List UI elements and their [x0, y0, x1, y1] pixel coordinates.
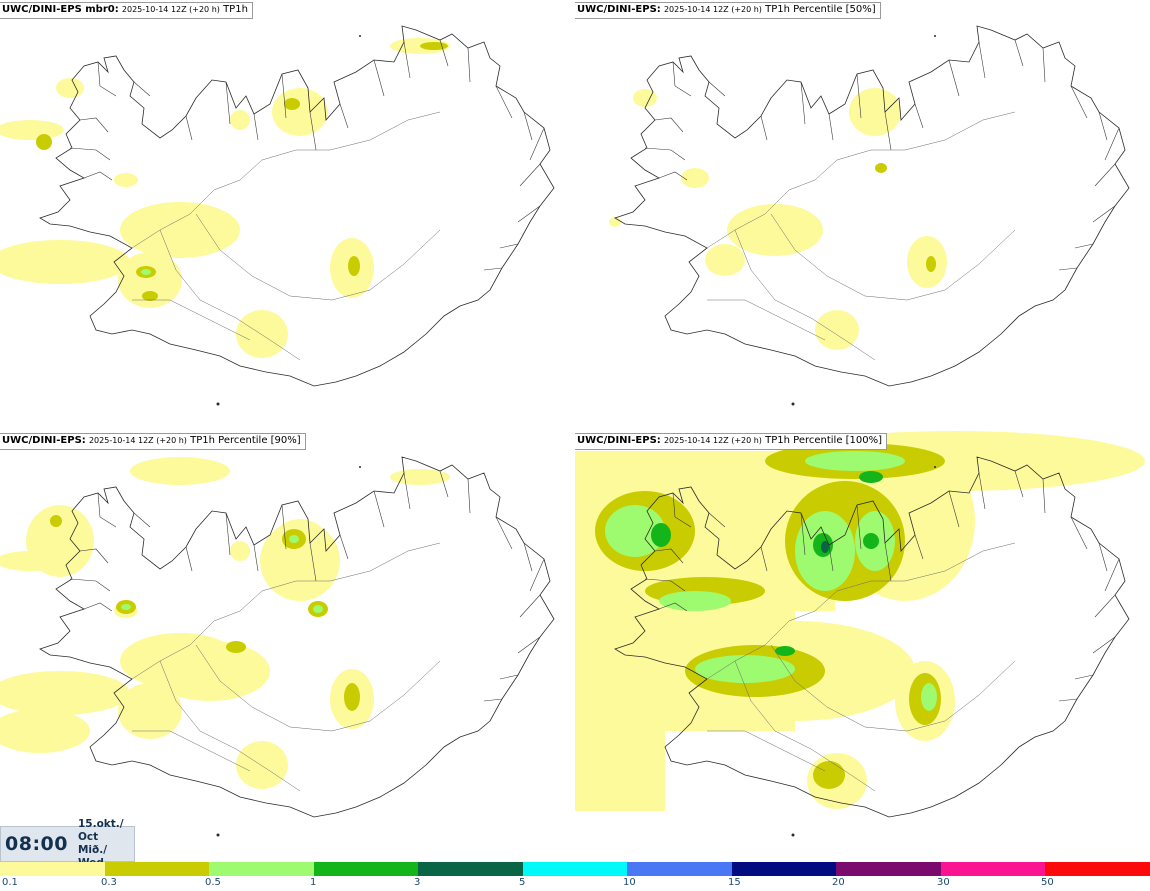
legend-label: 3	[414, 877, 421, 888]
run-time: 2025-10-14 12Z (+20 h)	[121, 5, 220, 14]
precipitation-map	[609, 25, 1130, 406]
legend-color-bar	[0, 862, 1150, 876]
run-time: 2025-10-14 12Z (+20 h)	[663, 436, 762, 445]
legend-swatch	[836, 862, 941, 876]
legend-label: 15	[728, 877, 741, 888]
map-panel-p50: UWC/DINI-EPS: 2025-10-14 12Z (+20 h) TP1…	[575, 0, 1150, 430]
precipitation-map	[0, 25, 555, 406]
legend-swatch	[209, 862, 314, 876]
date-line: 15.okt./ Oct	[77, 818, 124, 843]
panel-title: UWC/DINI-EPS mbr0: 2025-10-14 12Z (+20 h…	[0, 2, 253, 19]
run-time: 2025-10-14 12Z (+20 h)	[88, 436, 187, 445]
model-name: UWC/DINI-EPS mbr0	[2, 4, 115, 15]
panel-title: UWC/DINI-EPS: 2025-10-14 12Z (+20 h) TP1…	[575, 2, 881, 19]
legend-label: 50	[1041, 877, 1054, 888]
product-name: TP1h Percentile [50%]	[765, 4, 876, 15]
legend-swatch	[313, 862, 419, 876]
legend-swatch	[0, 862, 105, 876]
color-legend: 0.1 0.3 0.5 1 3 5 10 15 20 30 50	[0, 862, 1150, 891]
legend-swatch	[522, 862, 628, 876]
model-name: UWC/DINI-EPS	[577, 4, 657, 15]
legend-label: 0.3	[101, 877, 117, 888]
panel-title: UWC/DINI-EPS: 2025-10-14 12Z (+20 h) TP1…	[575, 433, 888, 450]
map-panel-mbr0: UWC/DINI-EPS mbr0: 2025-10-14 12Z (+20 h…	[0, 0, 575, 430]
legend-swatch	[731, 862, 837, 876]
legend-label: 0.1	[2, 877, 18, 888]
legend-swatch	[104, 862, 210, 876]
legend-label: 1	[310, 877, 317, 888]
product-name: TP1h Percentile [90%]	[190, 435, 301, 446]
legend-label: 0.5	[205, 877, 221, 888]
model-name: UWC/DINI-EPS	[2, 435, 82, 446]
legend-swatch	[940, 862, 1046, 876]
precipitation-map	[0, 456, 555, 837]
valid-time-box: 08:00 15.okt./ Oct Mið./ Wed	[0, 818, 135, 869]
legend-label: 20	[832, 877, 845, 888]
valid-date: 15.okt./ Oct Mið./ Wed	[78, 818, 134, 870]
map-panel-p90: UWC/DINI-EPS: 2025-10-14 12Z (+20 h) TP1…	[0, 431, 575, 861]
legend-swatch	[627, 862, 732, 876]
legend-swatch	[1045, 862, 1150, 876]
product-name: TP1h	[223, 4, 248, 15]
legend-label: 5	[519, 877, 526, 888]
valid-time: 08:00	[5, 833, 68, 855]
legend-swatch	[418, 862, 523, 876]
run-time: 2025-10-14 12Z (+20 h)	[663, 5, 762, 14]
product-name: TP1h Percentile [100%]	[765, 435, 883, 446]
panel-title: UWC/DINI-EPS: 2025-10-14 12Z (+20 h) TP1…	[0, 433, 306, 450]
legend-label: 10	[623, 877, 636, 888]
model-name: UWC/DINI-EPS	[577, 435, 657, 446]
precipitation-map	[575, 431, 1145, 837]
legend-label: 30	[937, 877, 950, 888]
map-panel-p100: UWC/DINI-EPS: 2025-10-14 12Z (+20 h) TP1…	[575, 431, 1150, 861]
